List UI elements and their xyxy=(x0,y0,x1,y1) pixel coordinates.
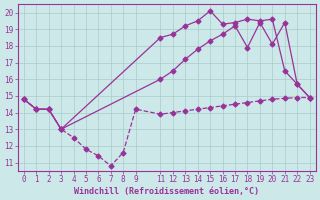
X-axis label: Windchill (Refroidissement éolien,°C): Windchill (Refroidissement éolien,°C) xyxy=(74,187,259,196)
